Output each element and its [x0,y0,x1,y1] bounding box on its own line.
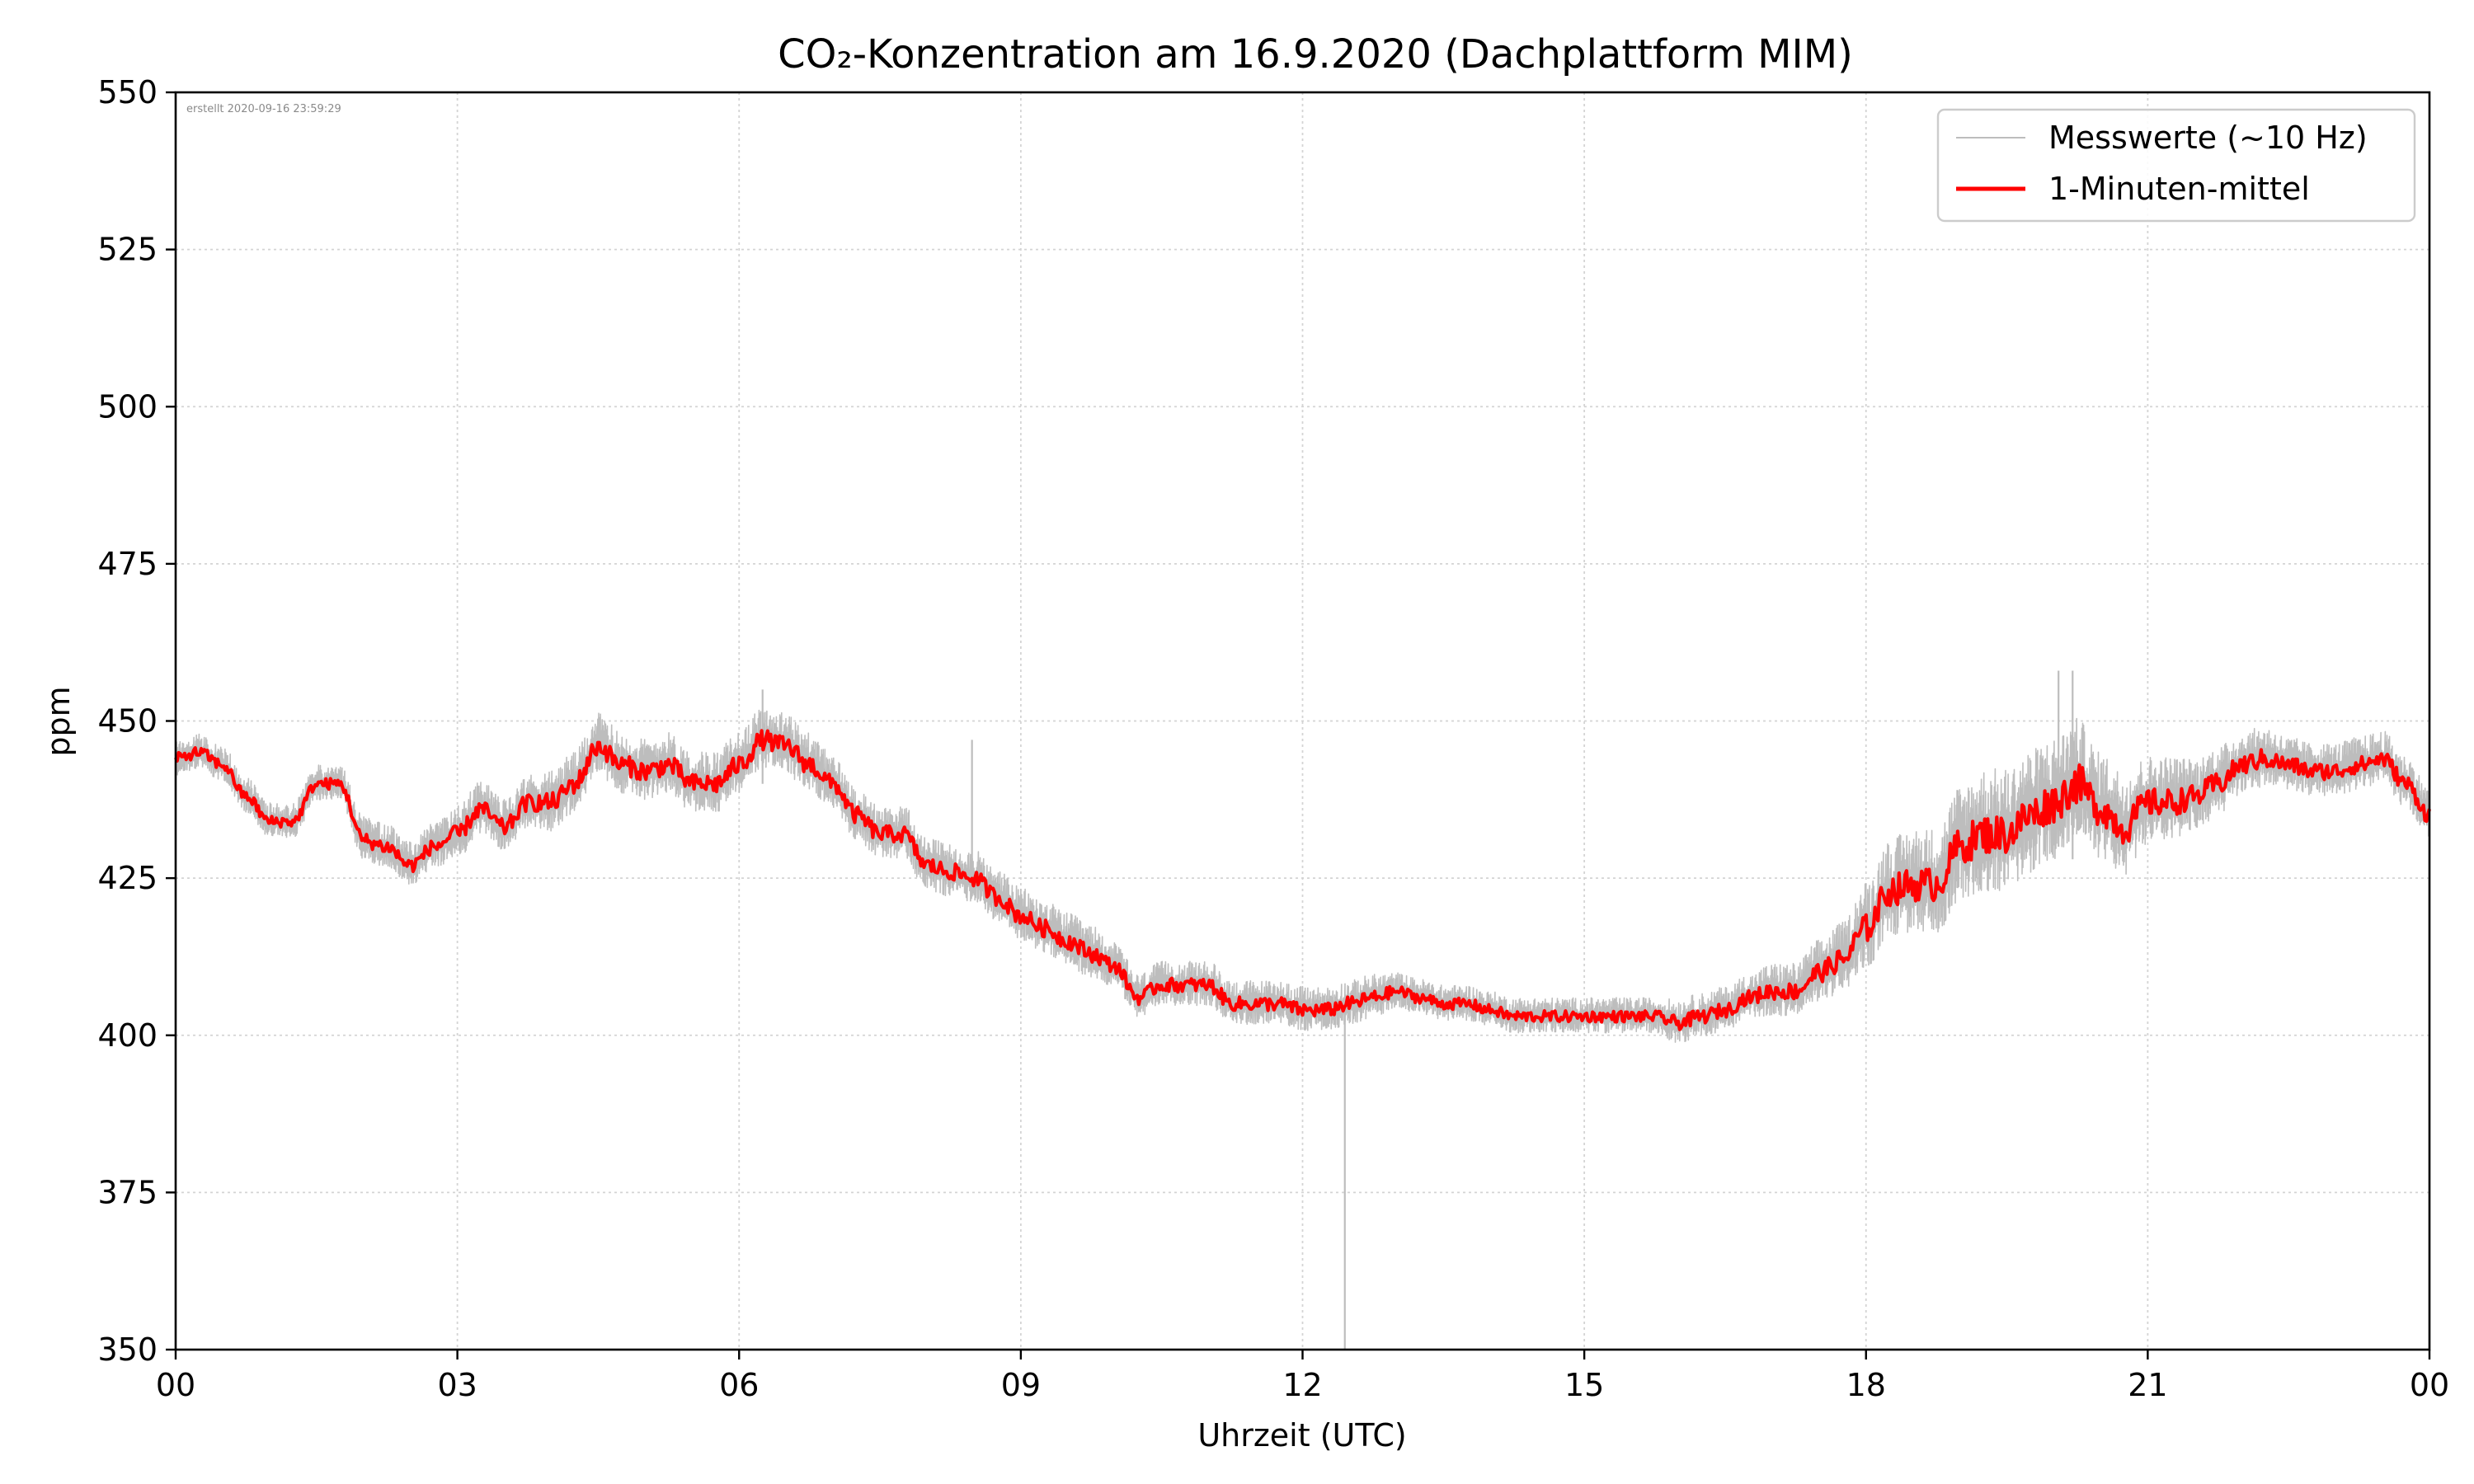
y-tick-label: 525 [97,232,158,268]
legend: Messwerte (~10 Hz) 1-Minuten-mittel [1936,108,2416,223]
y-axis-label: ppm [40,686,77,756]
x-tick-label: 12 [1282,1367,1322,1403]
y-tick-label: 450 [97,703,158,740]
y-tick-label: 425 [97,860,158,896]
series-one-minute-mean [174,729,2432,1031]
x-axis-label: Uhrzeit (UTC) [1197,1417,1406,1453]
x-tick-label: 00 [156,1367,195,1403]
x-tick-label: 21 [2128,1367,2167,1403]
legend-label-mean: 1-Minuten-mittel [2048,171,2310,207]
x-tick-label: 03 [437,1367,477,1403]
raw-measurement-trace [175,709,2430,1043]
created-timestamp: erstellt 2020-09-16 23:59:29 [186,103,341,115]
x-tick-label: 00 [2410,1367,2449,1403]
axis-ticks: 00 03 06 09 12 15 18 21 003503754004254504755005… [97,74,2449,1403]
legend-box [1936,108,2416,223]
x-tick-label: 09 [1001,1367,1041,1403]
legend-label-raw: Messwerte (~10 Hz) [2048,120,2368,156]
x-tick-label: 15 [1564,1367,1604,1403]
one-minute-mean-line [174,729,2432,1031]
y-tick-label: 475 [97,546,158,582]
y-tick-label: 550 [97,74,158,110]
y-tick-label: 375 [97,1174,158,1210]
x-tick-label: 18 [1846,1367,1886,1403]
y-tick-label: 350 [97,1331,158,1368]
y-tick-label: 400 [97,1017,158,1054]
x-tick-label: 06 [719,1367,759,1403]
y-tick-label: 500 [97,388,158,425]
chart-title: CO₂-Konzentration am 16.9.2020 (Dachplat… [778,31,1853,77]
